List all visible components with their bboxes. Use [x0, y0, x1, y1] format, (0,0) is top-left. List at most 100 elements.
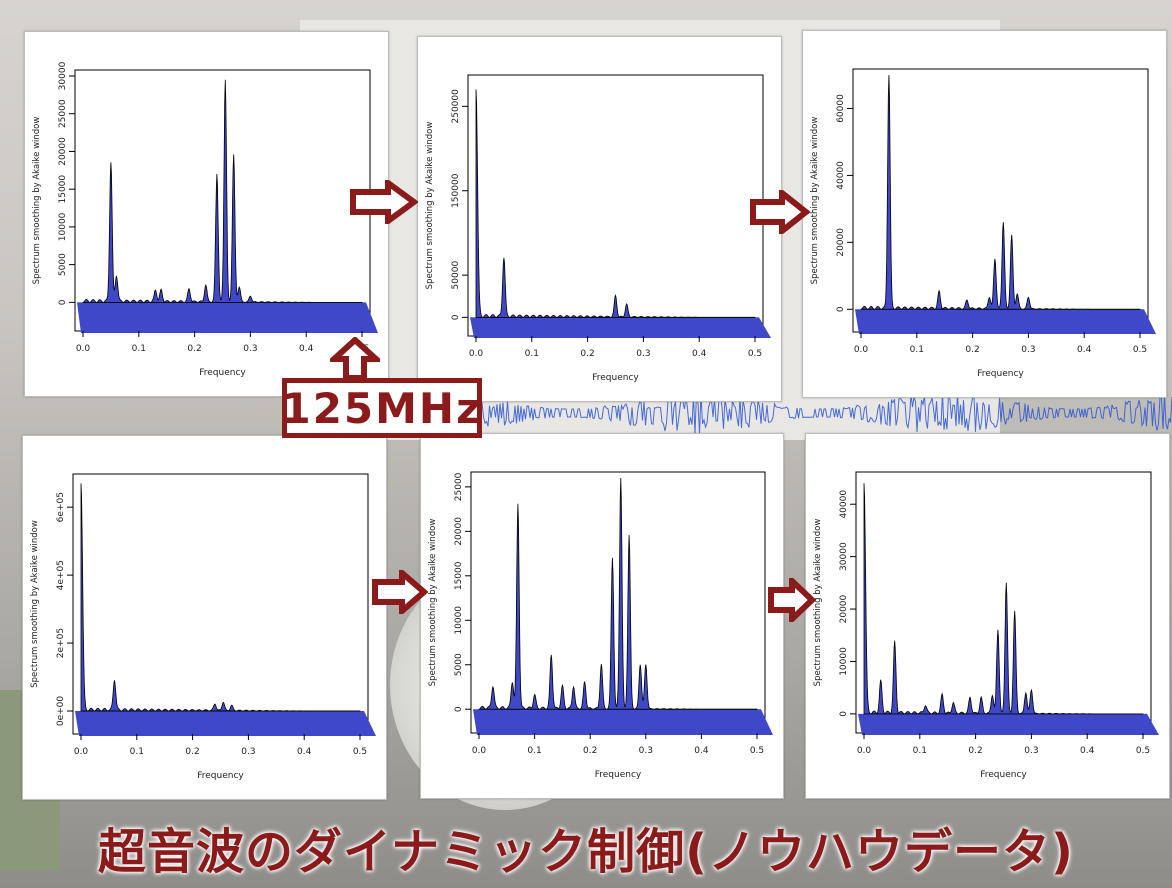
y-tick-label: 30000	[58, 61, 68, 90]
y-tick-label: 250000	[451, 89, 461, 124]
chart-svg: 0.0 0.1 0.2 0.3 0.4 0.5 Frequency 0 5000 10000 150…	[428, 471, 773, 780]
waveform-band	[380, 391, 1172, 435]
spectrum-baseband	[855, 309, 1156, 334]
x-tick-label: 0.3	[241, 747, 255, 757]
y-tick-label: 20000	[454, 517, 464, 546]
x-tick-label: 0.5	[1133, 345, 1147, 355]
y-tick-label: 0	[451, 314, 461, 320]
x-tick-label: 0.3	[636, 349, 650, 359]
spectrum-area	[475, 89, 756, 318]
x-tick-label: 0.4	[1080, 746, 1095, 756]
chart-svg: 0.0 0.1 0.2 0.3 0.4 0.5 Frequency 0e+00 2e+05 4e+…	[30, 473, 376, 781]
x-tick-label: 0.4	[1077, 345, 1092, 355]
spectrum-chart-2: 0.0 0.1 0.2 0.3 0.4 0.5 Frequency 0 50000 150000 2…	[417, 36, 782, 402]
y-tick-label: 0e+00	[56, 696, 66, 727]
y-tick-label: 10000	[58, 212, 68, 241]
frequency-marker-label: 125MHz	[281, 378, 482, 438]
right-arrow-icon	[768, 578, 816, 622]
y-tick-label: 5000	[58, 253, 68, 276]
x-tick-label: 0.2	[187, 344, 201, 354]
y-tick-label: 0	[836, 306, 846, 312]
x-tick-label: 0.0	[469, 349, 484, 359]
x-tick-label: 0.4	[692, 349, 707, 359]
right-arrow-icon	[372, 570, 428, 614]
x-tick-label: 0.4	[299, 344, 314, 354]
x-tick-label: 0.3	[639, 746, 653, 756]
x-tick-label: 0.5	[1136, 746, 1150, 756]
y-tick-label: 0	[58, 299, 68, 305]
spectrum-area	[860, 74, 1141, 310]
x-tick-label: 0.0	[472, 746, 487, 756]
y-tick-label: 0	[454, 706, 464, 712]
x-tick-label: 0.2	[185, 747, 199, 757]
spectrum-area	[82, 79, 363, 303]
x-tick-label: 0.2	[965, 345, 979, 355]
spectrum-chart-3: 0.0 0.1 0.2 0.3 0.4 0.5 Frequency 0 20000 40000 60…	[802, 30, 1167, 398]
x-tick-label: 0.4	[694, 746, 709, 756]
x-tick-label: 0.4	[297, 747, 312, 757]
y-tick-label: 60000	[836, 94, 846, 123]
spectrum-area	[863, 483, 1144, 715]
x-tick-label: 0.5	[748, 349, 762, 359]
spectrum-baseband	[858, 713, 1159, 735]
y-tick-label: 15000	[454, 561, 464, 590]
x-tick-label: 0.3	[243, 344, 257, 354]
spectrum-area	[80, 483, 361, 712]
x-axis-label: Frequency	[980, 770, 1027, 780]
x-tick-label: 0.1	[132, 344, 146, 354]
y-axis-label: Spectrum smoothing by Akaike window	[810, 117, 820, 285]
spectrum-baseband	[77, 302, 378, 333]
x-tick-label: 0.2	[583, 746, 597, 756]
y-tick-label: 2e+05	[56, 628, 66, 658]
y-tick-label: 5000	[454, 653, 464, 676]
x-tick-label: 0.1	[130, 747, 144, 757]
y-tick-label: 40000	[839, 490, 849, 519]
spectrum-chart-5: 0.0 0.1 0.2 0.3 0.4 0.5 Frequency 0 5000 10000 150…	[420, 433, 784, 799]
x-tick-label: 0.0	[854, 345, 869, 355]
spectrum-baseband	[75, 711, 376, 736]
y-tick-label: 25000	[454, 472, 464, 501]
x-tick-label: 0.2	[580, 349, 594, 359]
y-tick-label: 10000	[454, 606, 464, 635]
x-tick-label: 0.1	[913, 746, 927, 756]
chart-svg: 0.0 0.1 0.2 0.3 0.4 0.5 Frequency 0 10000 20000 30…	[813, 471, 1159, 780]
x-tick-label: 0.5	[750, 746, 764, 756]
x-tick-label: 0.3	[1021, 345, 1035, 355]
y-tick-label: 25000	[58, 99, 68, 128]
y-axis-label: Spectrum smoothing by Akaike window	[425, 122, 435, 290]
spectrum-chart-1: 0.00.10.20.30.40.5Frequency0500010000150…	[24, 31, 389, 397]
y-tick-label: 10000	[839, 647, 849, 676]
x-axis-label: Frequency	[592, 373, 639, 383]
y-tick-label: 30000	[839, 542, 849, 571]
page-title: 超音波のダイナミック制御(ノウハウデータ)	[98, 824, 1074, 880]
x-tick-label: 0.3	[1024, 746, 1038, 756]
x-tick-label: 0.0	[76, 344, 91, 354]
waveform-trace	[380, 391, 1172, 435]
y-axis-label: Spectrum smoothing by Akaike window	[428, 519, 438, 687]
y-tick-label: 150000	[451, 173, 461, 208]
x-axis-label: Frequency	[199, 368, 246, 378]
y-tick-label: 20000	[58, 137, 68, 166]
up-arrow-icon	[330, 337, 380, 381]
y-tick-label: 15000	[58, 175, 68, 204]
x-tick-label: 0.1	[527, 746, 541, 756]
right-arrow-icon	[750, 190, 810, 234]
y-axis-label: Spectrum smoothing by Akaike window	[813, 519, 823, 687]
y-tick-label: 6e+05	[56, 492, 66, 522]
y-axis-label: Spectrum smoothing by Akaike window	[30, 520, 40, 688]
plot-frame	[72, 473, 369, 735]
x-tick-label: 0.2	[968, 746, 982, 756]
y-axis-label: Spectrum smoothing by Akaike window	[32, 117, 42, 285]
x-tick-label: 0.0	[857, 746, 872, 756]
x-axis-label: Frequency	[197, 771, 244, 781]
x-axis-label: Frequency	[977, 369, 1024, 379]
x-tick-label: 0.1	[910, 345, 924, 355]
y-tick-label: 50000	[451, 261, 461, 290]
y-tick-label: 20000	[836, 228, 846, 257]
spectrum-area	[478, 477, 758, 710]
spectrum-baseband	[470, 317, 771, 338]
x-tick-label: 0.0	[74, 747, 89, 757]
plot-frame	[852, 68, 1149, 333]
right-arrow-icon	[350, 180, 418, 224]
y-tick-label: 20000	[839, 594, 849, 623]
